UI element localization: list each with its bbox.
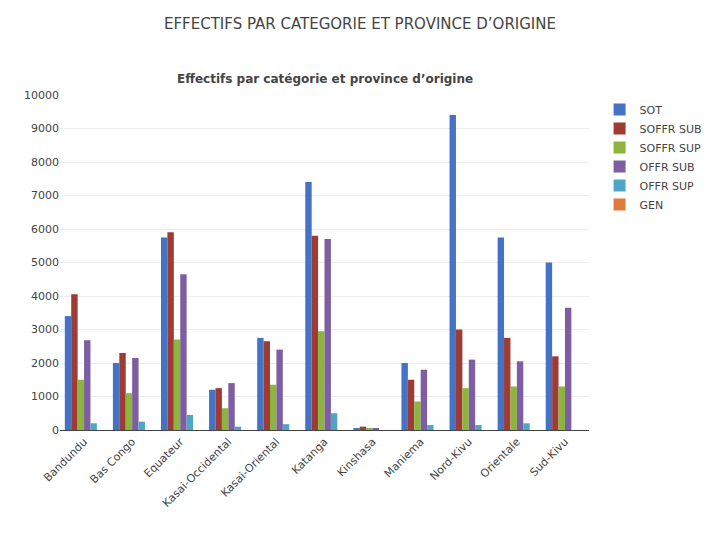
- svg-text:Effectifs par catégorie et pro: Effectifs par catégorie et province d’or…: [177, 72, 473, 86]
- svg-text:2000: 2000: [31, 357, 59, 370]
- svg-text:OFFR SUP: OFFR SUP: [640, 180, 694, 193]
- svg-text:10000: 10000: [24, 89, 59, 102]
- svg-text:Maniema: Maniema: [382, 436, 427, 481]
- svg-text:8000: 8000: [31, 156, 59, 169]
- svg-text:3000: 3000: [31, 323, 59, 336]
- svg-text:SOFFR SUP: SOFFR SUP: [640, 142, 701, 155]
- svg-text:9000: 9000: [31, 122, 59, 135]
- svg-text:Kinshasa: Kinshasa: [335, 436, 379, 480]
- svg-text:Equateur: Equateur: [142, 435, 187, 480]
- svg-text:Katanga: Katanga: [289, 436, 330, 477]
- svg-text:Kasai-Occidental: Kasai-Occidental: [160, 436, 234, 510]
- svg-text:Sud-Kivu: Sud-Kivu: [527, 436, 571, 480]
- svg-text:Bandundu: Bandundu: [41, 436, 90, 485]
- svg-text:Orientale: Orientale: [478, 435, 523, 480]
- svg-text:Nord-Kivu: Nord-Kivu: [427, 436, 474, 483]
- svg-text:4000: 4000: [31, 290, 59, 303]
- svg-text:SOT: SOT: [640, 104, 663, 117]
- svg-text:5000: 5000: [31, 256, 59, 269]
- svg-text:GEN: GEN: [640, 199, 664, 212]
- svg-text:0: 0: [52, 424, 59, 437]
- svg-text:7000: 7000: [31, 189, 59, 202]
- svg-text:6000: 6000: [31, 223, 59, 236]
- svg-text:Kasai-Oriental: Kasai-Oriental: [218, 436, 282, 500]
- svg-text:OFFR SUB: OFFR SUB: [640, 161, 695, 174]
- svg-text:Bas Congo: Bas Congo: [88, 435, 139, 486]
- svg-text:SOFFR SUB: SOFFR SUB: [640, 123, 702, 136]
- svg-text:EFFECTIFS PAR CATEGORIE ET PRO: EFFECTIFS PAR CATEGORIE ET PROVINCE D’OR…: [164, 15, 556, 33]
- svg-text:1000: 1000: [31, 390, 59, 403]
